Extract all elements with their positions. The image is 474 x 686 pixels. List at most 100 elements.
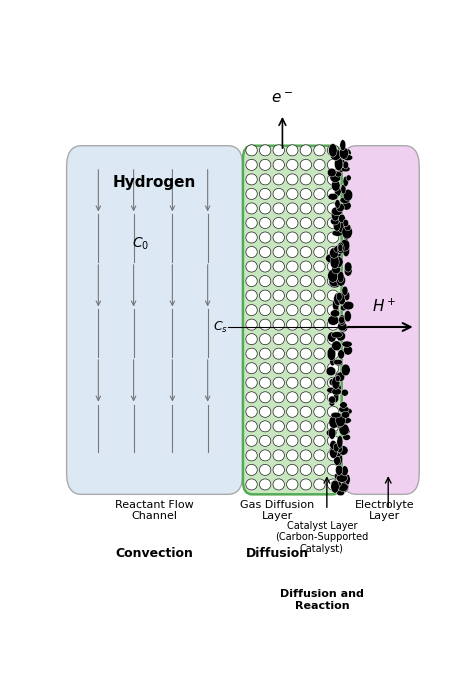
Ellipse shape — [246, 290, 257, 301]
Ellipse shape — [329, 248, 338, 259]
Ellipse shape — [328, 270, 338, 283]
Ellipse shape — [337, 490, 345, 496]
Ellipse shape — [337, 292, 342, 301]
Ellipse shape — [328, 427, 336, 439]
Ellipse shape — [273, 406, 284, 417]
Ellipse shape — [246, 189, 257, 200]
Ellipse shape — [246, 319, 257, 330]
Ellipse shape — [273, 392, 284, 403]
Ellipse shape — [338, 214, 346, 223]
Ellipse shape — [259, 348, 271, 359]
Ellipse shape — [328, 348, 339, 359]
Ellipse shape — [339, 424, 349, 436]
Ellipse shape — [314, 159, 325, 170]
Ellipse shape — [314, 377, 325, 388]
Ellipse shape — [246, 479, 257, 490]
Ellipse shape — [331, 480, 341, 488]
Ellipse shape — [328, 436, 339, 447]
Ellipse shape — [246, 436, 257, 447]
Ellipse shape — [300, 436, 311, 447]
Ellipse shape — [259, 377, 271, 388]
Ellipse shape — [287, 464, 298, 475]
Ellipse shape — [314, 290, 325, 301]
Ellipse shape — [333, 359, 343, 365]
Ellipse shape — [259, 479, 271, 490]
Ellipse shape — [287, 246, 298, 257]
Ellipse shape — [273, 421, 284, 432]
Ellipse shape — [246, 174, 257, 185]
Ellipse shape — [300, 348, 311, 359]
Ellipse shape — [273, 348, 284, 359]
Ellipse shape — [334, 245, 345, 253]
Ellipse shape — [332, 230, 343, 236]
Ellipse shape — [331, 250, 341, 259]
Ellipse shape — [259, 392, 271, 403]
Ellipse shape — [330, 309, 340, 317]
Ellipse shape — [329, 379, 337, 386]
Ellipse shape — [314, 203, 325, 214]
Ellipse shape — [328, 333, 339, 344]
Ellipse shape — [314, 232, 325, 243]
Ellipse shape — [314, 174, 325, 185]
Ellipse shape — [328, 159, 339, 170]
Ellipse shape — [259, 436, 271, 447]
Ellipse shape — [273, 174, 284, 185]
Ellipse shape — [328, 261, 339, 272]
Ellipse shape — [314, 479, 325, 490]
Ellipse shape — [273, 464, 284, 475]
Ellipse shape — [287, 421, 298, 432]
Ellipse shape — [335, 172, 342, 177]
Text: $C_s$: $C_s$ — [213, 320, 228, 335]
Ellipse shape — [326, 254, 336, 263]
Text: $H^+$: $H^+$ — [372, 297, 397, 314]
Ellipse shape — [334, 186, 341, 196]
Ellipse shape — [246, 246, 257, 257]
Text: Reactant Flow
Channel: Reactant Flow Channel — [115, 499, 194, 521]
Ellipse shape — [335, 159, 346, 168]
Ellipse shape — [273, 377, 284, 388]
Ellipse shape — [343, 176, 348, 187]
Ellipse shape — [246, 145, 257, 156]
Ellipse shape — [335, 200, 340, 209]
Ellipse shape — [259, 305, 271, 316]
Ellipse shape — [328, 464, 339, 475]
Ellipse shape — [344, 292, 350, 300]
Ellipse shape — [330, 217, 339, 225]
Ellipse shape — [287, 276, 298, 287]
Ellipse shape — [328, 232, 339, 243]
Ellipse shape — [287, 392, 298, 403]
Ellipse shape — [300, 479, 311, 490]
Ellipse shape — [332, 341, 341, 351]
Ellipse shape — [246, 450, 257, 461]
Ellipse shape — [259, 421, 271, 432]
Ellipse shape — [343, 232, 349, 240]
Ellipse shape — [334, 293, 342, 305]
Ellipse shape — [314, 464, 325, 475]
Ellipse shape — [259, 189, 271, 200]
Ellipse shape — [314, 217, 325, 228]
Ellipse shape — [328, 392, 339, 403]
Ellipse shape — [287, 174, 298, 185]
Ellipse shape — [246, 464, 257, 475]
Ellipse shape — [330, 255, 339, 269]
Ellipse shape — [340, 428, 350, 434]
Ellipse shape — [332, 388, 341, 395]
Ellipse shape — [287, 479, 298, 490]
Ellipse shape — [314, 333, 325, 344]
Ellipse shape — [345, 224, 351, 230]
Ellipse shape — [300, 450, 311, 461]
Ellipse shape — [246, 406, 257, 417]
Ellipse shape — [340, 305, 346, 311]
Ellipse shape — [330, 149, 341, 161]
Ellipse shape — [246, 363, 257, 374]
Ellipse shape — [337, 221, 348, 233]
Ellipse shape — [345, 262, 352, 272]
Ellipse shape — [287, 189, 298, 200]
Ellipse shape — [328, 305, 339, 316]
Ellipse shape — [328, 316, 339, 325]
Ellipse shape — [328, 363, 339, 374]
Ellipse shape — [246, 276, 257, 287]
Ellipse shape — [287, 348, 298, 359]
Ellipse shape — [246, 217, 257, 228]
Ellipse shape — [340, 323, 348, 332]
